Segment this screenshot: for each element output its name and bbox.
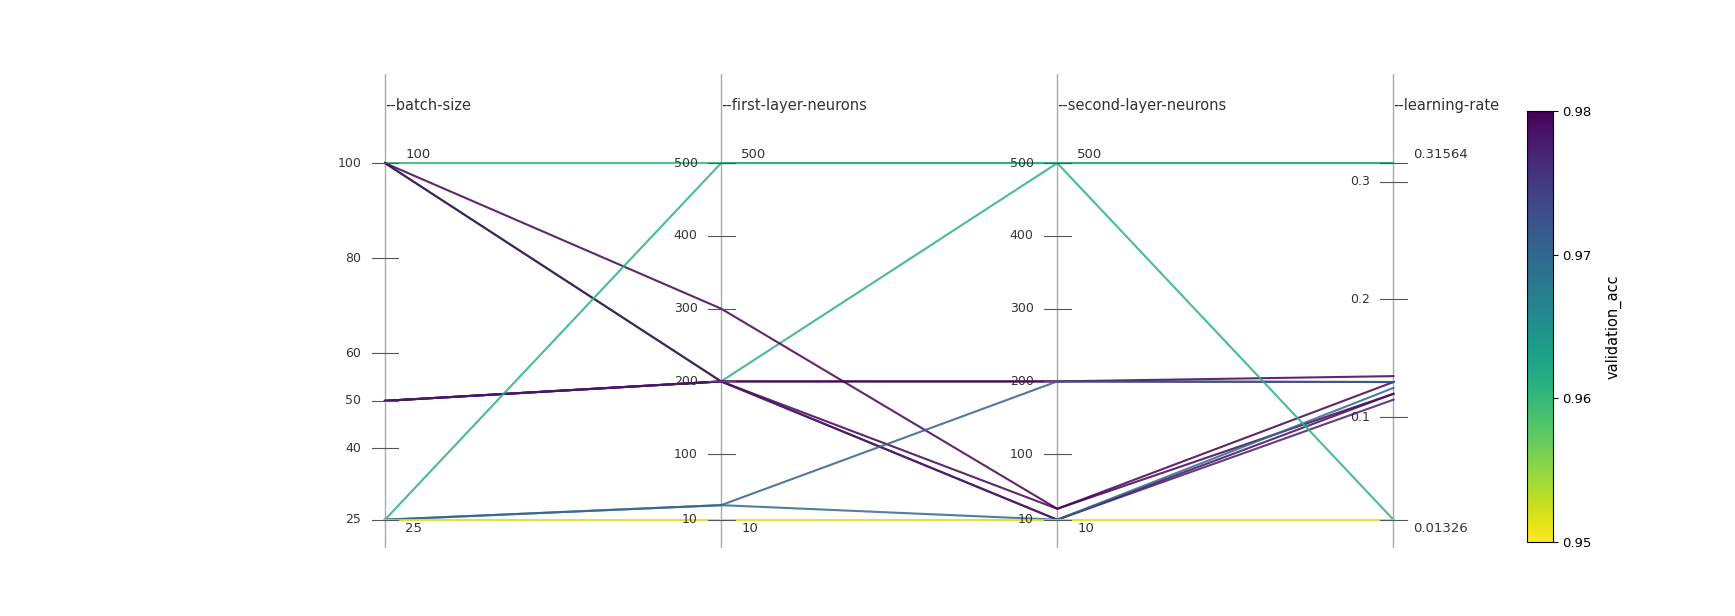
Text: 200: 200 [1010,375,1034,388]
Text: --learning-rate: --learning-rate [1393,98,1499,113]
Text: 50: 50 [345,394,361,407]
Text: 10: 10 [1077,522,1095,535]
Text: 25: 25 [345,513,361,526]
Text: 300: 300 [673,302,697,315]
Y-axis label: validation_acc: validation_acc [1607,274,1622,379]
Text: 200: 200 [673,375,697,388]
Text: 0.31564: 0.31564 [1414,148,1468,161]
Text: 60: 60 [345,347,361,360]
Text: 0.1: 0.1 [1350,411,1371,424]
Text: 500: 500 [673,156,697,169]
Text: 80: 80 [345,252,361,265]
Text: --second-layer-neurons: --second-layer-neurons [1057,98,1227,113]
Text: 400: 400 [1010,229,1034,242]
Text: 10: 10 [741,522,758,535]
Text: 500: 500 [1010,156,1034,169]
Text: 100: 100 [1010,448,1034,461]
Text: --first-layer-neurons: --first-layer-neurons [722,98,868,113]
Text: 300: 300 [1010,302,1034,315]
Text: 10: 10 [682,513,697,526]
Text: --batch-size: --batch-size [385,98,470,113]
Text: 40: 40 [345,442,361,455]
Text: 500: 500 [1077,148,1103,161]
Text: 25: 25 [406,522,422,535]
Text: 400: 400 [673,229,697,242]
Text: 0.3: 0.3 [1350,175,1371,188]
Text: 100: 100 [338,156,361,169]
Text: 10: 10 [1018,513,1034,526]
Text: 0.01326: 0.01326 [1414,522,1468,535]
Text: 100: 100 [673,448,697,461]
Text: 500: 500 [741,148,767,161]
Text: 0.2: 0.2 [1350,293,1371,306]
Text: 100: 100 [406,148,430,161]
